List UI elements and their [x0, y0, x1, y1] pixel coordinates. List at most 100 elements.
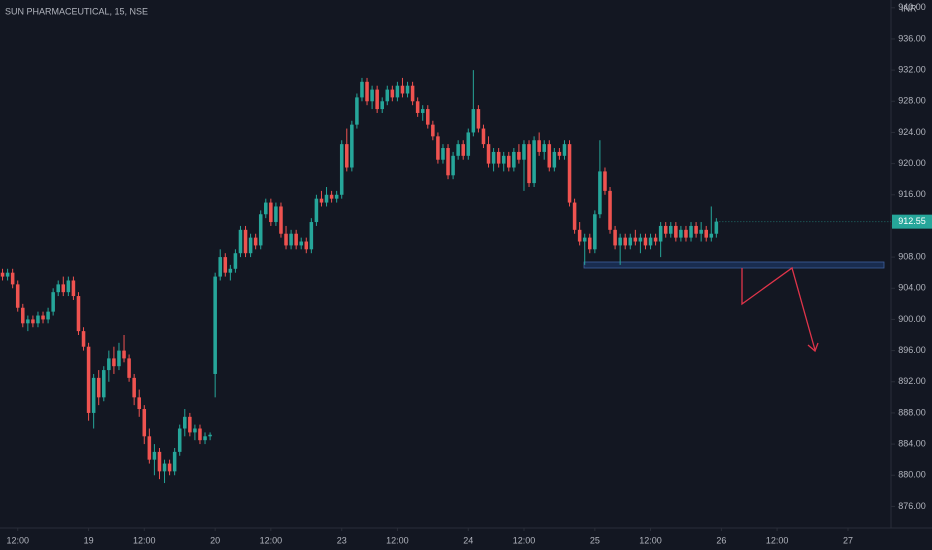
y-tick-label: 880.00 — [898, 470, 926, 480]
candle-body — [385, 89, 390, 102]
candle-body — [512, 151, 516, 168]
y-tick-label: 908.00 — [898, 251, 926, 261]
x-tick-label: 26 — [716, 535, 726, 545]
candle-body — [238, 229, 243, 254]
candle-body — [324, 194, 329, 203]
candle-body — [284, 233, 288, 246]
candle-body — [294, 233, 298, 246]
candle-body — [46, 311, 50, 320]
candle-body — [177, 428, 182, 452]
candle-body — [395, 85, 400, 98]
candle-body — [117, 350, 121, 367]
candle-body — [21, 307, 25, 324]
y-tick-label: 916.00 — [898, 189, 926, 199]
support-zone — [583, 261, 885, 269]
candle-body — [679, 229, 683, 238]
candle-body — [334, 194, 339, 199]
candle-body — [486, 144, 491, 164]
candle-body — [471, 109, 476, 133]
candle-body — [15, 284, 20, 308]
candle-body — [501, 155, 506, 164]
candle-body — [91, 377, 96, 413]
candle-body — [289, 233, 293, 246]
candle-body — [431, 124, 435, 137]
y-tick-label: 896.00 — [898, 345, 926, 355]
y-tick-label: 900.00 — [898, 314, 926, 324]
candle-body — [537, 140, 541, 152]
candle-body — [279, 206, 283, 234]
candle-body — [557, 151, 562, 156]
x-tick-label: 20 — [210, 535, 220, 545]
candle-body — [633, 237, 638, 242]
candle-body — [304, 241, 309, 250]
candle-body — [643, 237, 648, 246]
candle-body — [5, 272, 10, 277]
candle-body — [365, 81, 369, 102]
x-tick-label: 27 — [843, 535, 853, 545]
candle-body — [61, 284, 66, 293]
candle-body — [714, 221, 719, 234]
candle-body — [31, 319, 35, 324]
candle-body — [451, 155, 455, 176]
y-tick-label: 924.00 — [898, 127, 926, 137]
candle-body — [577, 229, 582, 242]
candle-body — [466, 132, 471, 156]
candle-body — [233, 253, 238, 269]
projection-arrow — [741, 266, 816, 351]
candle-body — [319, 198, 324, 203]
candle-body — [253, 237, 258, 246]
x-tick-label: 19 — [84, 535, 94, 545]
candle-body — [370, 89, 374, 102]
candle-body — [142, 409, 147, 437]
candle-body — [638, 237, 643, 242]
candle-body — [410, 85, 415, 102]
candle-body — [213, 276, 217, 374]
candle-body — [228, 268, 233, 273]
candle-body — [405, 85, 410, 94]
candle-body — [527, 144, 531, 184]
candle-body — [684, 229, 688, 238]
candle-body — [127, 358, 131, 378]
candle-body — [193, 428, 197, 433]
candle-body — [608, 190, 612, 230]
x-tick-label: 12:00 — [260, 535, 283, 545]
candle-body — [339, 144, 344, 195]
candle-body — [188, 416, 192, 433]
candle-body — [618, 237, 622, 246]
candle-body — [623, 237, 627, 246]
x-tick-label: 23 — [337, 535, 347, 545]
candle-body — [588, 237, 592, 250]
currency-label: INR — [901, 3, 917, 13]
y-tick-label: 932.00 — [898, 64, 926, 74]
candle-body — [674, 225, 678, 238]
candle-body — [107, 358, 111, 371]
candle-body — [56, 284, 60, 293]
candle-body — [653, 237, 658, 242]
x-tick-label: 12:00 — [133, 535, 156, 545]
candle-body — [603, 171, 607, 191]
candle-body — [147, 436, 152, 460]
arrow-head — [807, 342, 819, 353]
candle-body — [532, 140, 536, 184]
candle-body — [496, 151, 501, 164]
y-tick-label: 936.00 — [898, 33, 926, 43]
candle-body — [476, 109, 481, 129]
candle-body — [218, 257, 222, 277]
candle-body — [582, 237, 587, 242]
candle-body — [329, 194, 334, 199]
candle-body — [66, 280, 71, 293]
candle-body — [699, 229, 703, 234]
candle-body — [162, 463, 167, 472]
candle-body — [628, 237, 633, 246]
candle-body — [309, 222, 314, 250]
x-tick-label: 24 — [463, 535, 473, 545]
candle-body — [137, 397, 141, 410]
candle-body — [345, 144, 349, 168]
candle-body — [152, 451, 157, 460]
candle-body — [122, 350, 126, 359]
candle-body — [522, 144, 526, 160]
candle-body — [415, 101, 420, 113]
candle-body — [26, 319, 30, 324]
candle-body — [593, 214, 597, 250]
